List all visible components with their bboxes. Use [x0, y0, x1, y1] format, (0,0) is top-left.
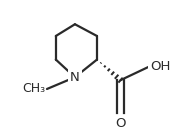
Text: N: N [70, 71, 80, 84]
Text: OH: OH [150, 60, 170, 73]
Text: CH₃: CH₃ [22, 82, 46, 95]
Text: O: O [115, 117, 126, 130]
